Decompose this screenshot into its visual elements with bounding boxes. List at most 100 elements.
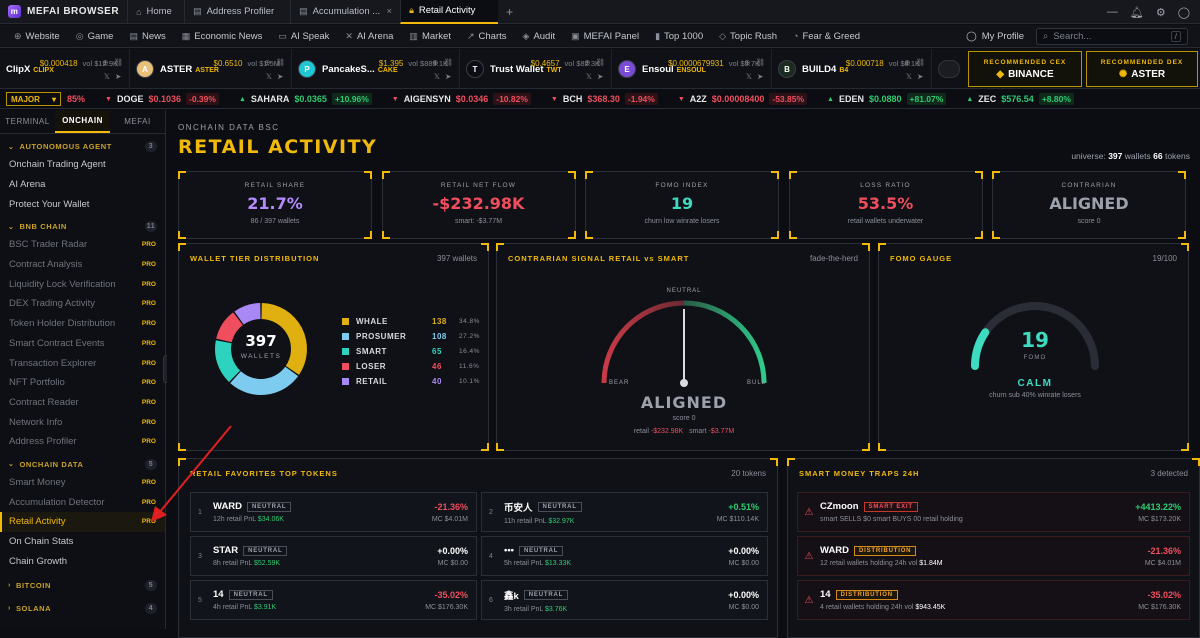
globe-icon[interactable]: ⊕ xyxy=(264,57,271,67)
ticker-item[interactable]: ▲ ZEC $576.54 +8.80% xyxy=(956,93,1084,105)
sidebar-item-nft-portfolio[interactable]: NFT Portfolio PRO xyxy=(0,373,165,393)
sidebar-item-onchain-trading-agent[interactable]: Onchain Trading Agent xyxy=(0,155,165,175)
token-card[interactable]: P PancakeS... CAKE $1.395 vol $889.1K ⊕ ⛓ 𝕏 ➤ xyxy=(292,49,460,89)
table-row[interactable]: ⚠ CZmoon SMART EXIT smart SELLS $0 smart BU… xyxy=(797,492,1190,532)
token-card[interactable]: B BUILD4 B4 $0.000718 vol $8.1K ⊕ ⛓ 𝕏 ➤ xyxy=(772,49,932,89)
user-icon[interactable]: ◯ xyxy=(1177,6,1190,19)
token-card[interactable]: ClipX CLIPX $0.000418 vol $12.9K ⊕ ⛓ 𝕏 ➤ xyxy=(0,49,130,89)
sidebar-item-token-holder-distribution[interactable]: Token Holder Distribution PRO xyxy=(0,314,165,334)
bell-icon[interactable]: 🔔︎ xyxy=(1129,6,1144,19)
close-icon[interactable]: × xyxy=(386,6,393,17)
telegram-icon[interactable]: ➤ xyxy=(114,71,122,81)
telegram-icon[interactable]: ➤ xyxy=(596,71,604,81)
table-row[interactable]: 6 鑫k NEUTRAL 3h retail PnL $3.76K +0.00% MC $… xyxy=(481,580,768,620)
tab-terminal[interactable]: TERMINAL xyxy=(5,117,50,126)
link-icon[interactable]: ⛓ xyxy=(275,57,285,67)
sidebar-item-ai-arena[interactable]: AI Arena xyxy=(0,175,165,195)
tab-mefai[interactable]: MEFAI xyxy=(124,117,151,126)
sidebar-item-protect-your-wallet[interactable]: Protect Your Wallet xyxy=(0,194,165,214)
sidebar-item-on-chain-stats[interactable]: On Chain Stats xyxy=(0,532,165,552)
globe-icon[interactable]: ⊕ xyxy=(904,57,911,67)
ticker-item[interactable]: ▼ DOGE $0.1036 -0.39% xyxy=(95,93,229,105)
nav-game[interactable]: ◎ Game xyxy=(68,25,122,48)
nav-charts[interactable]: ↗ Charts xyxy=(459,25,515,48)
table-row[interactable]: 5 14 NEUTRAL 4h retail PnL $3.91K -35.02% MC … xyxy=(190,580,477,620)
globe-icon[interactable]: ⊕ xyxy=(584,57,591,67)
ticker-item[interactable]: ▲ SAHARA $0.0365 +10.96% xyxy=(229,93,382,105)
ticker-item[interactable]: ▼ BCH $368.30 -1.94% xyxy=(541,93,668,105)
table-row[interactable]: 2 币安人 NEUTRAL 11h retail PnL $32.97K +0.51% M… xyxy=(481,492,768,532)
new-tab-button[interactable]: + xyxy=(506,4,514,19)
sidebar-item-network-info[interactable]: Network Info PRO xyxy=(0,412,165,432)
recommended-dex-button[interactable]: RECOMMENDED DEX ✺ ASTER xyxy=(1086,51,1198,87)
sidebar-item-liquidity-lock-verification[interactable]: Liquidity Lock Verification PRO xyxy=(0,274,165,294)
nav-topic-rush[interactable]: ◇ Topic Rush xyxy=(711,25,785,48)
table-row[interactable]: 3 STAR NEUTRAL 8h retail PnL $52.59K +0.00% M… xyxy=(190,536,477,576)
link-icon[interactable]: ⛓ xyxy=(595,57,605,67)
my-profile-button[interactable]: ◯ My Profile xyxy=(966,25,1024,48)
x-social-icon[interactable]: 𝕏 xyxy=(103,71,110,81)
nav-website[interactable]: ⊕ Website xyxy=(6,25,68,48)
sidebar-section-header[interactable]: ›DEX BROWSER xyxy=(0,623,165,629)
globe-icon[interactable]: ⊕ xyxy=(744,57,751,67)
sidebar-section-header[interactable]: ⌄ ONCHAIN DATA 5 xyxy=(0,456,165,473)
nav-fear-greed[interactable]: ◔ Fear & Greed xyxy=(785,25,868,48)
link-icon[interactable]: ⛓ xyxy=(443,57,453,67)
x-social-icon[interactable]: 𝕏 xyxy=(433,71,440,81)
link-icon[interactable]: ⛓ xyxy=(113,57,123,67)
tab-home[interactable]: ⌂ Home xyxy=(127,0,184,24)
nav-ai-speak[interactable]: ▭ AI Speak xyxy=(270,25,337,48)
recommended-cex-button[interactable]: RECOMMENDED CEX ◆ BINANCE xyxy=(968,51,1082,87)
sidebar-item-contract-analysis[interactable]: Contract Analysis PRO xyxy=(0,255,165,275)
link-icon[interactable]: ⛓ xyxy=(915,57,925,67)
sidebar-item-bsc-trader-radar[interactable]: BSC Trader Radar PRO xyxy=(0,235,165,255)
tab-accumulation[interactable]: ▤ Accumulation ... × xyxy=(290,0,400,24)
sidebar-item-retail-activity[interactable]: Retail Activity PRO xyxy=(0,512,165,532)
sidebar-item-chain-growth[interactable]: Chain Growth xyxy=(0,551,165,571)
tab-address-profiler[interactable]: ▤ Address Profiler xyxy=(184,0,290,24)
nav-top-1000[interactable]: ▮ Top 1000 xyxy=(647,25,711,48)
telegram-icon[interactable]: ➤ xyxy=(276,71,284,81)
table-row[interactable]: ⚠ WARD DISTRIBUTION 12 retail wallets holdi… xyxy=(797,536,1190,576)
sidebar-item-smart-contract-events[interactable]: Smart Contract Events PRO xyxy=(0,334,165,354)
table-row[interactable]: 4 ••• NEUTRAL 5h retail PnL $13.33K +0.00% MC… xyxy=(481,536,768,576)
token-card[interactable]: E Ensoul ENSOUL $0.0000679931 vol $5.7K ⊕ ⛓ 𝕏 ➤ xyxy=(612,49,772,89)
sidebar-section-header[interactable]: › BITCOIN 5 xyxy=(0,577,165,594)
table-row[interactable]: ⚠ 14 DISTRIBUTION 4 retail wallets holding … xyxy=(797,580,1190,620)
sidebar-item-transaction-explorer[interactable]: Transaction Explorer PRO xyxy=(0,353,165,373)
telegram-icon[interactable]: ➤ xyxy=(444,71,452,81)
link-icon[interactable]: ⛓ xyxy=(755,57,765,67)
sidebar-item-address-profiler[interactable]: Address Profiler PRO xyxy=(0,432,165,452)
tab-onchain[interactable]: ONCHAIN xyxy=(55,110,110,133)
nav-news[interactable]: ▤ News xyxy=(121,25,173,48)
x-social-icon[interactable]: 𝕏 xyxy=(585,71,592,81)
ticker-category-select[interactable]: MAJOR ▾ xyxy=(6,92,61,106)
sidebar-item-smart-money[interactable]: Smart Money PRO xyxy=(0,473,165,493)
sidebar-item-contract-reader[interactable]: Contract Reader PRO xyxy=(0,393,165,413)
nav-market[interactable]: ▥ Market xyxy=(401,25,459,48)
nav-mefai-panel[interactable]: ▣ MEFAI Panel xyxy=(563,25,647,48)
nav-ai-arena[interactable]: ✕ AI Arena xyxy=(337,25,401,48)
sidebar-section-header[interactable]: › SOLANA 4 xyxy=(0,600,165,617)
sidebar-item-accumulation-detector[interactable]: Accumulation Detector PRO xyxy=(0,492,165,512)
ticker-item[interactable]: ▲ EDEN $0.0880 +81.07% xyxy=(817,93,956,105)
x-social-icon[interactable]: 𝕏 xyxy=(745,71,752,81)
nav-audit[interactable]: ◈ Audit xyxy=(515,25,564,48)
globe-icon[interactable]: ⊕ xyxy=(102,57,109,67)
telegram-icon[interactable]: ➤ xyxy=(916,71,924,81)
sidebar-section-header[interactable]: ⌄ AUTONOMOUS AGENT 3 xyxy=(0,138,165,155)
ticker-item[interactable]: ▼ A2Z $0.00008400 -53.85% xyxy=(668,93,817,105)
sidebar-section-header[interactable]: ⌄ BNB CHAIN 11 xyxy=(0,218,165,235)
token-card-partial[interactable] xyxy=(938,60,960,78)
token-card[interactable]: A ASTER ASTER $0.6510 vol $1.5M ⊕ ⛓ 𝕏 ➤ xyxy=(130,49,292,89)
sidebar-item-dex-trading-activity[interactable]: DEX Trading Activity PRO xyxy=(0,294,165,314)
search-input[interactable]: ⌕ Search... / xyxy=(1036,28,1188,45)
globe-icon[interactable]: ⊕ xyxy=(432,57,439,67)
table-row[interactable]: 1 WARD NEUTRAL 12h retail PnL $34.06K -21.36… xyxy=(190,492,477,532)
minimize-icon[interactable]: — xyxy=(1106,6,1118,18)
gear-icon[interactable]: ⚙ xyxy=(1155,6,1166,19)
nav-economic-news[interactable]: ▦ Economic News xyxy=(174,25,271,48)
ticker-item[interactable]: 85% xyxy=(61,93,95,105)
ticker-item[interactable]: ▼ AIGENSYN $0.0346 -10.82% xyxy=(382,93,541,105)
tab-retail-activity[interactable]: 🔒︎ Retail Activity xyxy=(400,0,499,24)
